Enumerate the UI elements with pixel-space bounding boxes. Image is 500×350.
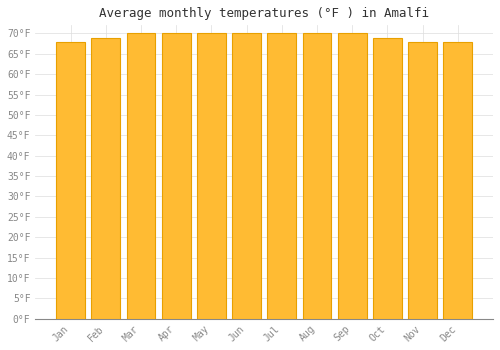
Bar — [408, 42, 437, 318]
Bar — [56, 42, 85, 318]
Bar — [268, 34, 296, 319]
Bar — [162, 34, 190, 319]
Bar — [197, 34, 226, 319]
Bar — [92, 37, 120, 318]
Bar — [302, 34, 332, 319]
Bar — [444, 42, 472, 318]
Bar — [373, 37, 402, 318]
Bar — [232, 34, 261, 319]
Bar — [126, 34, 156, 319]
Title: Average monthly temperatures (°F ) in Amalfi: Average monthly temperatures (°F ) in Am… — [99, 7, 429, 20]
Bar — [338, 34, 366, 319]
